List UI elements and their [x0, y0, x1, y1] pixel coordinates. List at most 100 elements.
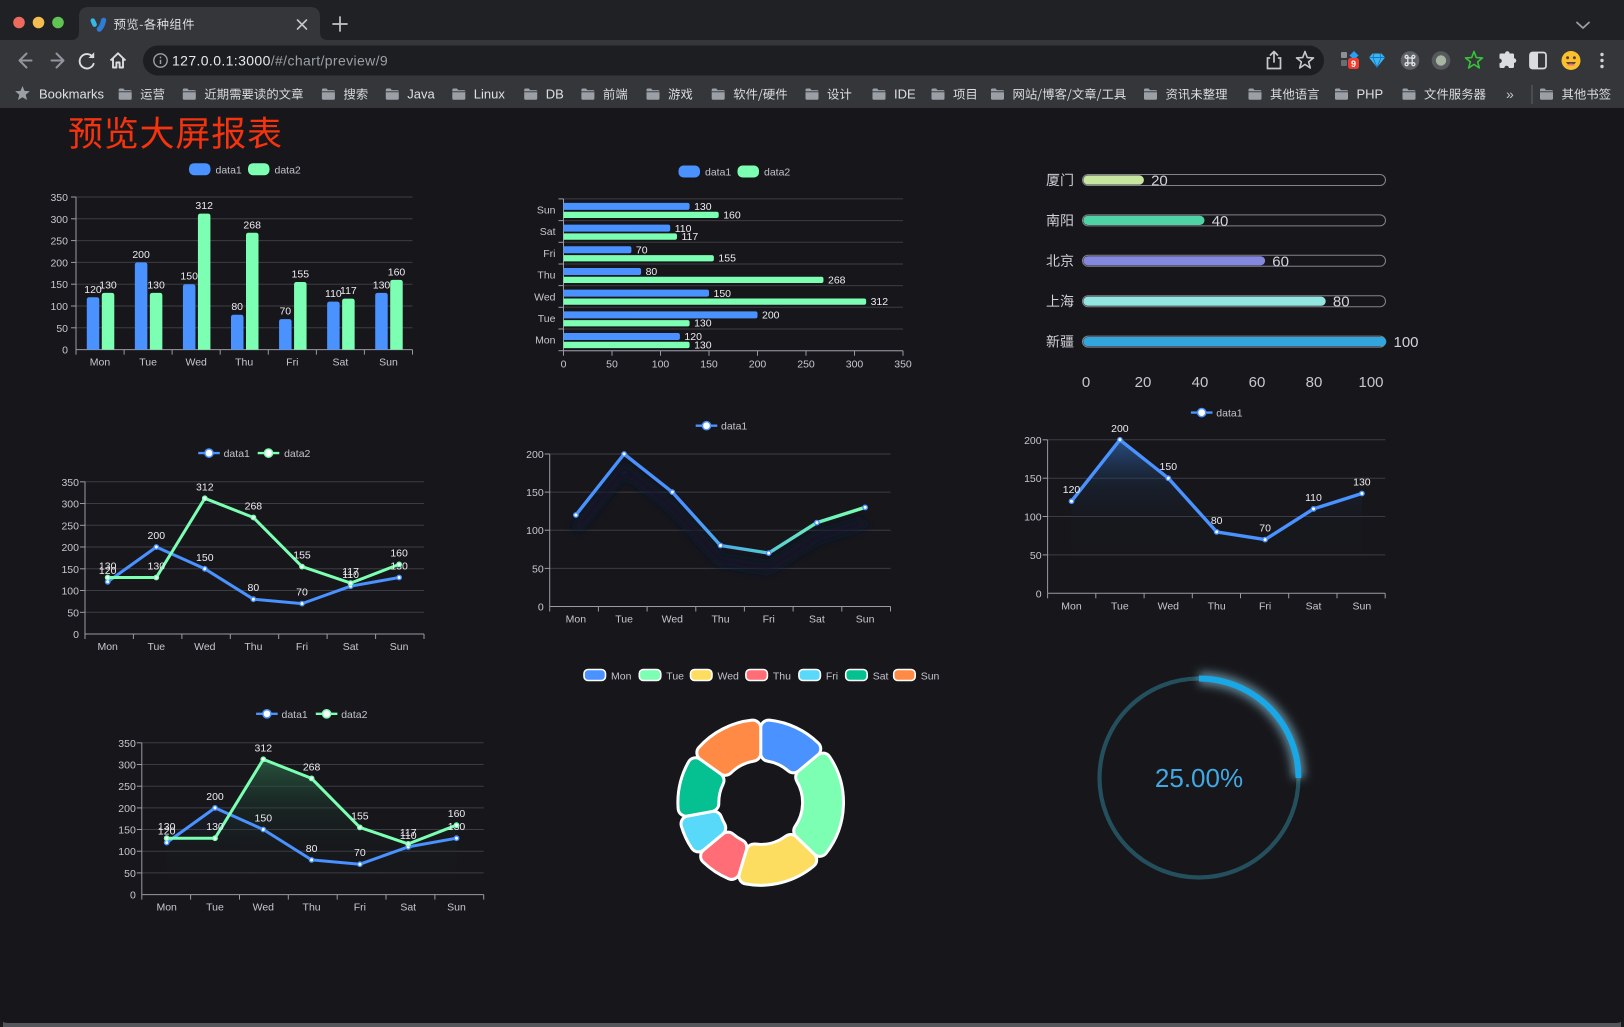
svg-text:130: 130 [148, 561, 166, 573]
svg-text:200: 200 [762, 310, 780, 322]
svg-text:Sun: Sun [537, 205, 556, 217]
svg-text:Mon: Mon [611, 671, 632, 683]
svg-text:Thu: Thu [711, 614, 729, 626]
svg-text:150: 150 [714, 288, 732, 300]
svg-text:Tue: Tue [206, 902, 224, 914]
svg-text:70: 70 [279, 306, 291, 318]
svg-text:268: 268 [303, 761, 321, 773]
svg-text:268: 268 [243, 219, 261, 231]
svg-text:80: 80 [231, 301, 243, 313]
svg-text:155: 155 [351, 810, 369, 822]
svg-text:PHP: PHP [1357, 87, 1384, 102]
svg-text:155: 155 [293, 550, 311, 562]
svg-text:data2: data2 [341, 709, 367, 721]
svg-text:160: 160 [390, 547, 408, 559]
svg-text:data2: data2 [284, 448, 310, 460]
svg-text:100: 100 [526, 525, 544, 537]
svg-text:40: 40 [1212, 213, 1229, 230]
svg-text:80: 80 [1306, 374, 1323, 391]
svg-text:Sat: Sat [809, 614, 825, 626]
svg-text:Sun: Sun [856, 614, 875, 626]
svg-text:312: 312 [196, 481, 214, 493]
svg-text:Fri: Fri [354, 902, 366, 914]
svg-text:130: 130 [694, 339, 712, 351]
svg-text:data2: data2 [275, 164, 301, 176]
svg-text:Sun: Sun [447, 902, 466, 914]
svg-text:70: 70 [1259, 523, 1271, 535]
svg-text:312: 312 [255, 742, 273, 754]
svg-text:80: 80 [248, 582, 260, 594]
svg-text:50: 50 [124, 868, 136, 880]
svg-text:100: 100 [50, 301, 68, 313]
svg-text:300: 300 [118, 760, 136, 772]
svg-text:120: 120 [1063, 484, 1081, 496]
svg-text:150: 150 [50, 279, 68, 291]
svg-text:160: 160 [448, 808, 466, 820]
svg-text:130: 130 [1353, 477, 1371, 489]
svg-text:Wed: Wed [1158, 600, 1180, 612]
svg-text:250: 250 [797, 359, 815, 371]
svg-text:0: 0 [73, 629, 79, 641]
svg-text:110: 110 [342, 569, 359, 581]
svg-text:Tue: Tue [615, 614, 633, 626]
svg-text:Mon: Mon [566, 614, 587, 626]
svg-text:Mon: Mon [90, 357, 111, 369]
svg-text:Mon: Mon [1061, 600, 1082, 612]
svg-text:0: 0 [561, 359, 567, 371]
svg-text:150: 150 [196, 552, 214, 564]
svg-text:350: 350 [118, 738, 136, 750]
svg-text:70: 70 [354, 847, 366, 859]
svg-text:Fri: Fri [286, 357, 298, 369]
svg-text:268: 268 [245, 501, 263, 513]
svg-text:300: 300 [50, 214, 68, 226]
svg-text:150: 150 [526, 487, 544, 499]
svg-text:0: 0 [1036, 588, 1042, 600]
svg-text:Mon: Mon [535, 335, 556, 347]
svg-text:312: 312 [195, 200, 213, 212]
svg-text:data1: data1 [1216, 408, 1242, 420]
svg-text:Tue: Tue [139, 357, 157, 369]
svg-text:150: 150 [255, 813, 273, 825]
svg-text:250: 250 [61, 520, 79, 532]
svg-text:Tue: Tue [1111, 600, 1129, 612]
svg-text:150: 150 [118, 825, 136, 837]
svg-text:Fri: Fri [763, 614, 775, 626]
svg-text:70: 70 [296, 587, 308, 599]
svg-text:Sun: Sun [921, 671, 940, 683]
svg-text:data2: data2 [764, 167, 790, 179]
svg-text:Tue: Tue [147, 641, 165, 653]
svg-text:60: 60 [1249, 374, 1266, 391]
svg-text:0: 0 [538, 602, 544, 614]
svg-text:40: 40 [1192, 374, 1209, 391]
svg-text:50: 50 [606, 359, 618, 371]
svg-text:100: 100 [61, 586, 79, 598]
svg-text:120: 120 [684, 331, 702, 343]
svg-text:Fri: Fri [826, 671, 838, 683]
svg-text:150: 150 [1160, 461, 1178, 473]
svg-text:Sun: Sun [390, 641, 409, 653]
svg-text:Sat: Sat [343, 641, 359, 653]
svg-text:350: 350 [894, 359, 912, 371]
svg-text:200: 200 [61, 542, 79, 554]
svg-text:Sat: Sat [1306, 600, 1322, 612]
svg-text:117: 117 [340, 285, 357, 297]
svg-text:Sat: Sat [540, 226, 556, 238]
svg-text:20: 20 [1151, 173, 1168, 190]
svg-text:200: 200 [1024, 435, 1042, 447]
svg-text:150: 150 [1024, 473, 1042, 485]
svg-text:»: » [1506, 86, 1514, 102]
svg-text:130: 130 [694, 318, 712, 330]
svg-text:data1: data1 [705, 167, 731, 179]
svg-text:Thu: Thu [773, 671, 791, 683]
svg-text:Fri: Fri [543, 248, 555, 260]
svg-text:130: 130 [147, 279, 165, 291]
svg-text:130: 130 [206, 821, 224, 833]
svg-text:150: 150 [61, 564, 79, 576]
svg-text:Thu: Thu [537, 270, 555, 282]
svg-text:100: 100 [652, 359, 670, 371]
svg-text:50: 50 [1030, 550, 1042, 562]
svg-text:117: 117 [342, 566, 359, 578]
svg-text:data1: data1 [282, 709, 308, 721]
svg-text:Tue: Tue [538, 313, 556, 325]
svg-text:Mon: Mon [156, 902, 177, 914]
